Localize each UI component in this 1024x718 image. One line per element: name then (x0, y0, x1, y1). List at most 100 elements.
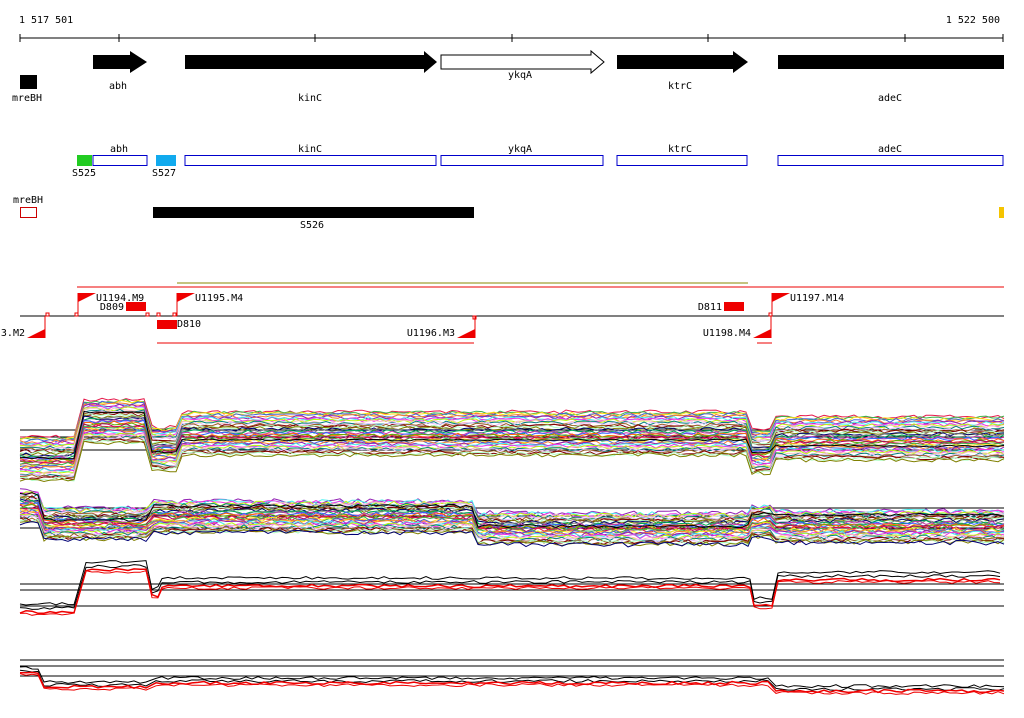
cds-adeC-box[interactable] (777, 155, 1004, 166)
down-marker-U1198-label: U1198.M4 (703, 328, 751, 339)
panel-4-trace (19, 669, 1005, 692)
up-marker-U1197-label: U1197.M14 (790, 293, 844, 304)
panel-2-trace (19, 513, 1005, 541)
panel-3-trace (19, 560, 1001, 606)
panel-4-trace (19, 673, 1005, 695)
up-marker-U1197-flag[interactable] (772, 293, 790, 302)
up-marker-U1194-flag[interactable] (78, 293, 96, 302)
gene-track: mreBH abh kinC ykqA ktrC adeC (12, 49, 1004, 104)
d-box-D810-label: D810 (177, 319, 201, 330)
panel-1-trace (19, 422, 1005, 464)
coordinate-ruler: 1 517 501 1 522 500 (19, 15, 1004, 42)
feature-S527-box[interactable] (156, 155, 176, 166)
cds-abh-box[interactable] (92, 155, 148, 166)
panel-3-trace (19, 567, 1001, 615)
down-marker-U1196-flag[interactable] (457, 329, 475, 338)
baseline-tick-4 (156, 312, 161, 317)
up-marker-U1194-label: U1194.M9 (96, 293, 144, 304)
panel-3-trace (19, 570, 1001, 616)
down-marker-U1193-flag[interactable] (27, 329, 45, 338)
down-marker-U1193-label: 3.M2 (1, 328, 25, 339)
gene-ykqA-label: ykqA (508, 70, 532, 81)
panel-1-trace (19, 399, 1005, 442)
gene-kinC-arrow[interactable] (185, 51, 437, 73)
segment-S526-label: S526 (300, 220, 324, 231)
panel-1-trace (19, 410, 1005, 460)
baseline-tick-2 (74, 312, 79, 317)
panel-2-trace (19, 511, 1005, 540)
panel-2-trace (19, 517, 1005, 545)
panel-1-trace (19, 419, 1005, 461)
gene-abh-arrow[interactable] (93, 51, 147, 73)
d-box-D810[interactable] (157, 320, 177, 329)
segment-mreBH-label: mreBH (13, 195, 43, 206)
panel-3-trace (19, 564, 1001, 610)
baseline-tick-7 (768, 312, 773, 317)
down-marker-U1198-flag[interactable] (753, 329, 771, 338)
panel-1-trace (19, 411, 1005, 454)
cds-ykqA-box[interactable] (440, 155, 604, 166)
panel-4-trace (19, 666, 1005, 689)
feature-S525-label: S525 (72, 168, 96, 179)
panel-2-trace (19, 500, 1005, 529)
cds-ktrC-label: ktrC (668, 144, 692, 155)
segment-edge-yellow[interactable] (999, 207, 1004, 218)
expression-panel-3 (19, 560, 1004, 616)
panel-1-trace (19, 440, 1005, 483)
gene-abh-label: abh (109, 81, 127, 92)
up-marker-U1195-label: U1195.M4 (195, 293, 243, 304)
segment-S526-bar[interactable] (153, 207, 474, 218)
gene-adeC-arrow[interactable] (778, 55, 1004, 69)
panel-1-trace (19, 404, 1005, 446)
feature-S527-label: S527 (152, 168, 176, 179)
cds-ktrC-box[interactable] (616, 155, 748, 166)
baseline-tick-3 (145, 312, 150, 317)
baseline-tick-1 (45, 312, 50, 317)
ruler-end-coordinate: 1 522 500 (946, 15, 1000, 26)
segment-track: mreBH S526 (13, 195, 1004, 231)
d-box-D809-label: D809 (100, 302, 124, 313)
panel-2-trace (19, 501, 1005, 530)
gene-ktrC-label: ktrC (668, 81, 692, 92)
panel-1-trace (19, 420, 1005, 463)
cds-kinC-box[interactable] (184, 155, 437, 166)
panel-1-trace (20, 437, 1005, 479)
ruler-start-coordinate: 1 517 501 (19, 15, 73, 26)
panel-1-trace (19, 424, 1005, 466)
panel-1-trace (19, 433, 1005, 476)
up-marker-U1195-flag[interactable] (177, 293, 195, 302)
expression-panel-4 (19, 659, 1005, 695)
d-box-D809[interactable] (126, 302, 146, 311)
cds-ykqA-label: ykqA (508, 144, 532, 155)
panel-2-trace (19, 514, 1005, 542)
baseline-tick-6 (472, 315, 477, 320)
panel-2-trace (19, 511, 1005, 539)
panel-2-trace (19, 492, 1005, 529)
expression-panel-1 (19, 397, 1005, 483)
gene-ykqA-arrow[interactable] (440, 49, 605, 75)
gene-adeC-label: adeC (878, 93, 902, 104)
cds-abh-label: abh (110, 144, 128, 155)
gene-mreBH-label: mreBH (12, 93, 42, 104)
expression-panel-2 (19, 488, 1005, 548)
panel-2-trace (19, 491, 1005, 518)
panel-2-trace (19, 499, 1005, 527)
panel-1-trace (19, 439, 1005, 482)
segment-mreBH-box[interactable] (20, 207, 37, 218)
d-box-D811[interactable] (724, 302, 744, 311)
panel-1-trace (19, 431, 1005, 474)
gene-mreBH-block[interactable] (20, 75, 37, 89)
feature-S525-box[interactable] (77, 155, 92, 166)
panel-1-trace (19, 429, 1005, 472)
panel-2-trace (19, 492, 1005, 517)
d-box-D811-label: D811 (698, 302, 722, 313)
cds-track: S525 abh S527 kinC ykqA ktrC adeC (72, 144, 1004, 179)
cds-adeC-label: adeC (878, 144, 902, 155)
cds-kinC-label: kinC (298, 144, 322, 155)
panel-2-trace (19, 521, 1005, 548)
panel-1-trace (19, 417, 1005, 460)
panel-1-trace (19, 407, 1005, 449)
gene-ktrC-arrow[interactable] (617, 51, 748, 73)
